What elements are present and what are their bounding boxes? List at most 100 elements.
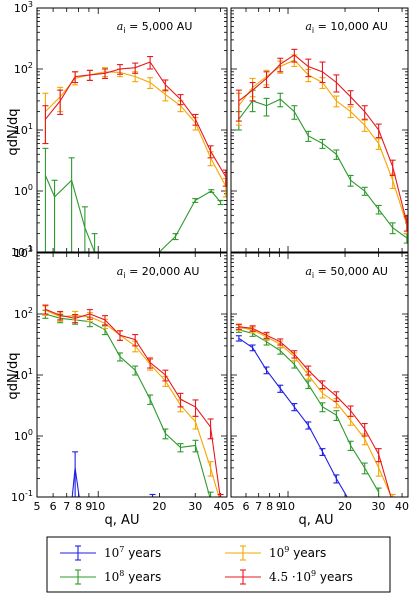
x-tick-label: 9 xyxy=(85,500,92,513)
legend-swatch xyxy=(60,545,96,561)
y-tick-label-exponent: 2 xyxy=(28,306,33,315)
legend-label-exponent: 7 xyxy=(119,545,124,554)
panel-ticks xyxy=(230,8,408,253)
x-tick-label: 5 xyxy=(34,500,41,513)
x-axis-label-right: q, AU xyxy=(299,513,334,528)
x-tick-label: 20 xyxy=(152,500,166,513)
y-tick-label-base: 10 xyxy=(11,246,25,259)
panel-annotation: ai = 10,000 AU xyxy=(305,20,388,35)
legend-label: 108 years xyxy=(104,569,161,584)
series-line xyxy=(238,329,380,493)
y-tick-label: 103 xyxy=(14,245,33,260)
annotation-subscript: i xyxy=(312,26,314,35)
x-tick-label: 20 xyxy=(338,500,352,513)
legend-label-base: 10 xyxy=(296,570,311,584)
series-line xyxy=(45,308,221,497)
series-4 xyxy=(235,323,396,497)
legend-label-base: 10 xyxy=(104,546,119,560)
legend-label-suffix: years xyxy=(289,546,326,560)
annotation-value: = 5,000 AU xyxy=(126,20,193,33)
y-tick-label-base: 10 xyxy=(14,63,28,76)
y-tick-label: 10-1 xyxy=(11,244,33,259)
x-tick-label: 8 xyxy=(75,500,82,513)
series-4 xyxy=(235,48,408,232)
y-tick-label-base: 10 xyxy=(14,369,28,382)
legend-label-suffix: years xyxy=(124,546,161,560)
y-tick-label-exponent: 1 xyxy=(28,367,33,376)
y-tick-label-exponent: 3 xyxy=(28,0,33,9)
panel-frame xyxy=(36,7,228,253)
x-tick-label: 7 xyxy=(63,500,70,513)
series-1 xyxy=(235,335,348,497)
series-line xyxy=(238,326,393,497)
y-tick-label-exponent: 0 xyxy=(28,183,33,192)
legend-label: 109 years xyxy=(269,545,326,560)
series-2 xyxy=(42,147,224,252)
panel-2: ai = 10,000 AU xyxy=(230,7,409,253)
legend-label-exponent: 9 xyxy=(284,545,289,554)
y-tick-label-base: 10 xyxy=(14,185,28,198)
panel-annotation: ai = 50,000 AU xyxy=(305,265,388,280)
y-tick-label: 102 xyxy=(14,61,33,76)
axis-titles: qdN/dq qdN/dq q, AU q, AU xyxy=(6,108,333,528)
x-tick-label: 8 xyxy=(266,500,273,513)
y-tick-label-base: 10 xyxy=(14,247,28,260)
y-tick-label-exponent: 0 xyxy=(28,428,33,437)
series-line xyxy=(45,71,227,187)
legend-swatch xyxy=(225,545,261,561)
x-tick-label: 30 xyxy=(371,500,385,513)
legend-label-suffix: years xyxy=(316,570,353,584)
y-tick-label: 100 xyxy=(14,183,33,198)
series-line xyxy=(45,313,211,497)
series-4 xyxy=(42,304,224,497)
y-tick-label-base: 10 xyxy=(14,430,28,443)
panel-annotation: ai = 20,000 AU xyxy=(117,265,200,280)
y-tick-label-exponent: 3 xyxy=(28,245,33,254)
y-tick-label: 102 xyxy=(14,306,33,321)
legend-entry-2: 109 years xyxy=(225,545,326,561)
y-tick-label-exponent: -1 xyxy=(25,244,33,253)
y-tick-label-base: 10 xyxy=(11,491,25,504)
y-tick-label: 101 xyxy=(14,122,33,137)
legend-label-suffix: years xyxy=(124,570,161,584)
series-1 xyxy=(71,451,156,497)
panel-ticks xyxy=(36,253,227,498)
y-tick-label-base: 10 xyxy=(14,2,28,15)
annotation-value: = 20,000 AU xyxy=(126,265,200,278)
series-line xyxy=(238,98,408,239)
annotation-subscript: i xyxy=(312,271,314,280)
y-axis-label-top: qdN/dq xyxy=(6,108,21,155)
panel-data xyxy=(235,48,408,244)
y-tick-label-exponent: 1 xyxy=(28,122,33,131)
x-tick-label: 40 xyxy=(214,500,228,513)
series-line xyxy=(44,175,222,252)
legend-swatch xyxy=(225,569,261,585)
x-tick-label: 6 xyxy=(50,500,57,513)
y-axis-label-bottom: qdN/dq xyxy=(6,352,21,399)
panel-frame xyxy=(36,252,228,498)
legend-label-prefix: 4.5 · xyxy=(269,570,296,584)
legend-label: 107 years xyxy=(104,545,161,560)
series-4 xyxy=(42,55,227,187)
legend-label-base: 10 xyxy=(104,570,119,584)
legend-label: 4.5 ·109 years xyxy=(269,569,353,584)
y-tick-label: 10-1 xyxy=(11,489,33,504)
panel-frame xyxy=(230,7,409,253)
x-tick-label: 10 xyxy=(91,500,105,513)
legend-swatch xyxy=(60,569,96,585)
series-2 xyxy=(235,89,408,244)
annotation-symbol: a xyxy=(305,265,312,278)
series-3 xyxy=(42,67,227,198)
legend-entry-4: 4.5 ·109 years xyxy=(225,569,353,585)
y-tick-label: 100 xyxy=(14,428,33,443)
x-tick-label: 10 xyxy=(281,500,295,513)
legend-entry-3: 108 years xyxy=(60,569,161,585)
x-tick-label: 6 xyxy=(242,500,249,513)
x-tick-label: 9 xyxy=(276,500,283,513)
series-line xyxy=(238,326,392,497)
x-tick-label: 5 xyxy=(228,500,235,513)
